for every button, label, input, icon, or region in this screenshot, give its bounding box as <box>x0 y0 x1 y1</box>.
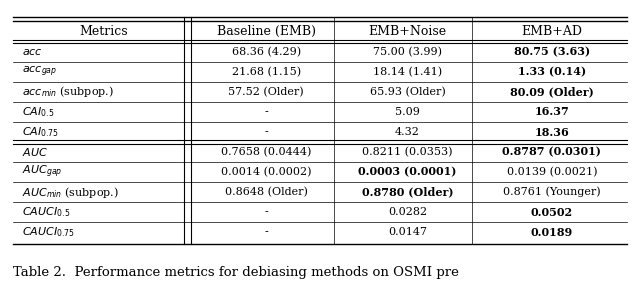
Text: -: - <box>264 207 268 217</box>
Text: 16.37: 16.37 <box>534 106 570 117</box>
Text: 0.8648 (Older): 0.8648 (Older) <box>225 187 308 197</box>
Text: 80.75 (3.63): 80.75 (3.63) <box>514 46 590 57</box>
Text: Baseline (EMB): Baseline (EMB) <box>217 25 316 38</box>
Text: -: - <box>264 107 268 117</box>
Text: 0.0189: 0.0189 <box>531 227 573 238</box>
Text: 75.00 (3.99): 75.00 (3.99) <box>373 47 442 57</box>
Text: 57.52 (Older): 57.52 (Older) <box>228 87 304 97</box>
Text: 0.7658 (0.0444): 0.7658 (0.0444) <box>221 147 312 157</box>
Text: $\mathit{acc}_{\mathit{min}}$ (subpop.): $\mathit{acc}_{\mathit{min}}$ (subpop.) <box>22 84 114 99</box>
Text: $\mathit{CAUCI}_{\mathit{0.75}}$: $\mathit{CAUCI}_{\mathit{0.75}}$ <box>22 225 75 239</box>
Text: $\mathit{CAI}_{\mathit{0.5}}$: $\mathit{CAI}_{\mathit{0.5}}$ <box>22 105 54 119</box>
Text: $\mathit{acc}_{\mathit{gap}}$: $\mathit{acc}_{\mathit{gap}}$ <box>22 65 58 79</box>
Text: -: - <box>264 127 268 137</box>
Text: Table 2.  Performance metrics for debiasing methods on OSMI pre: Table 2. Performance metrics for debiasi… <box>13 266 459 279</box>
Text: $\mathit{AUC}_{\mathit{min}}$ (subpop.): $\mathit{AUC}_{\mathit{min}}$ (subpop.) <box>22 185 119 200</box>
Text: EMB+Noise: EMB+Noise <box>369 25 447 38</box>
Text: 80.09 (Older): 80.09 (Older) <box>510 86 594 98</box>
Text: -: - <box>264 227 268 237</box>
Text: 21.68 (1.15): 21.68 (1.15) <box>232 67 301 77</box>
Text: 0.0282: 0.0282 <box>388 207 427 217</box>
Text: 0.0014 (0.0002): 0.0014 (0.0002) <box>221 167 312 177</box>
Text: 0.8211 (0.0353): 0.8211 (0.0353) <box>362 147 453 157</box>
Text: EMB+AD: EMB+AD <box>522 25 582 38</box>
Text: 18.14 (1.41): 18.14 (1.41) <box>373 67 442 77</box>
Text: Metrics: Metrics <box>79 25 128 38</box>
Text: $\mathit{acc}$: $\mathit{acc}$ <box>22 47 43 57</box>
Text: 0.0139 (0.0021): 0.0139 (0.0021) <box>507 167 597 177</box>
Text: 4.32: 4.32 <box>395 127 420 137</box>
Text: 0.8761 (Younger): 0.8761 (Younger) <box>503 187 601 197</box>
Text: $\mathit{AUC}_{\mathit{gap}}$: $\mathit{AUC}_{\mathit{gap}}$ <box>22 164 63 180</box>
Text: $\mathit{AUC}$: $\mathit{AUC}$ <box>22 146 48 158</box>
Text: 65.93 (Older): 65.93 (Older) <box>370 87 445 97</box>
Text: 0.0147: 0.0147 <box>388 227 427 237</box>
Text: 68.36 (4.29): 68.36 (4.29) <box>232 47 301 57</box>
Text: $\mathit{CAI}_{\mathit{0.75}}$: $\mathit{CAI}_{\mathit{0.75}}$ <box>22 125 59 139</box>
Text: 0.8787 (0.0301): 0.8787 (0.0301) <box>502 146 602 158</box>
Text: 18.36: 18.36 <box>534 127 570 137</box>
Text: 0.8780 (Older): 0.8780 (Older) <box>362 187 453 198</box>
Text: 0.0502: 0.0502 <box>531 207 573 218</box>
Text: 5.09: 5.09 <box>395 107 420 117</box>
Text: $\mathit{CAUCI}_{\mathit{0.5}}$: $\mathit{CAUCI}_{\mathit{0.5}}$ <box>22 205 70 219</box>
Text: 0.0003 (0.0001): 0.0003 (0.0001) <box>358 167 457 178</box>
Text: 1.33 (0.14): 1.33 (0.14) <box>518 67 586 77</box>
